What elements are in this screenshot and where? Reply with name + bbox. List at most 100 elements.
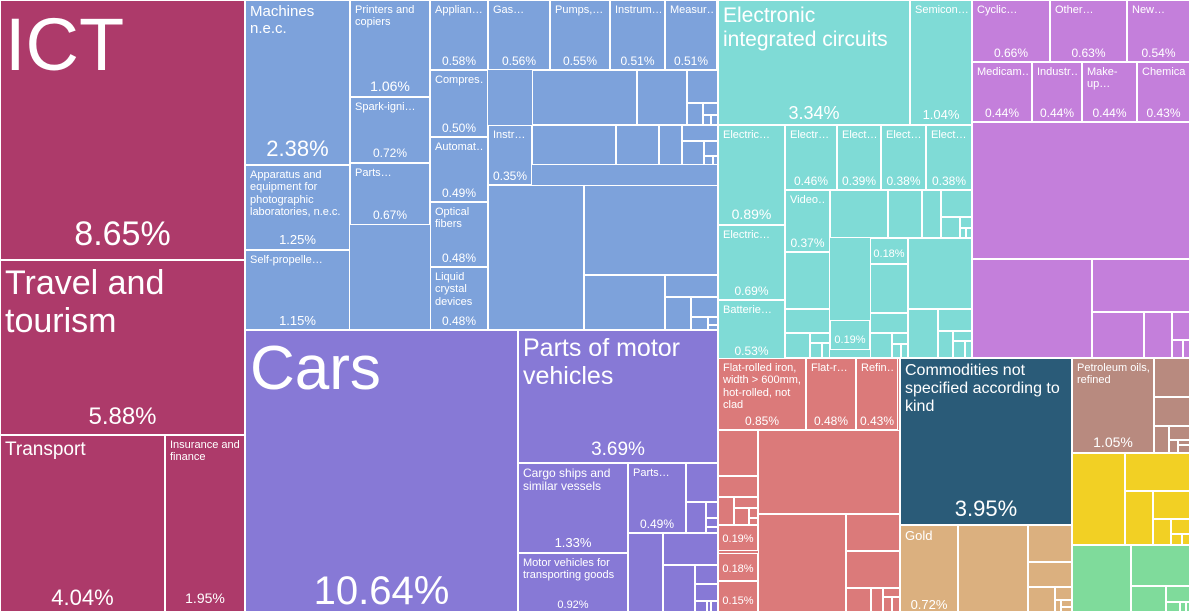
treemap-tile-video[interactable]: Video… 0.37% [785,190,830,252]
treemap-filler-transportation [695,584,718,601]
treemap-tile-chemica[interactable]: Chemica… 0.43% [1137,62,1190,122]
tile-label: Elect… [886,129,922,141]
treemap-tile-cargo-ships[interactable]: Cargo ships and similar vessels 1.33% [518,463,628,553]
treemap-tile-machines-nec[interactable]: Machines n.e.c. 2.38% [245,0,350,165]
treemap-tile-batteries[interactable]: Batterie… 0.53% [718,300,785,360]
treemap-tile-elec-018[interactable]: 0.18% [870,238,908,264]
treemap-tile-instr-small[interactable]: Instr… 0.35% [488,125,532,185]
treemap-filler-electronics [965,341,972,358]
treemap-tile-automat[interactable]: Automat… 0.49% [430,137,488,202]
treemap-filler-electronics [870,313,908,333]
treemap-filler-metals [883,588,900,597]
tile-value: 0.85% [744,414,780,428]
tile-label: Refin… [861,362,894,374]
treemap-filler-electronics [960,228,966,238]
treemap-tile-electr-c[interactable]: Electr… 0.46% [785,125,837,190]
tile-value: 0.19% [722,533,754,545]
treemap-tile-cyclic[interactable]: Cyclic… 0.66% [972,0,1050,62]
treemap-tile-motor-goods[interactable]: Motor vehicles for transporting goods 0.9… [518,553,628,612]
treemap-tile-self-propelled[interactable]: Self-propelle… 1.15% [245,250,350,330]
tile-value: 0.48% [813,414,849,428]
treemap-tile-petroleum[interactable]: Petroleum oils, refined 1.05% [1072,358,1154,453]
treemap-tile-spark-ignition[interactable]: Spark-igni… 0.72% [350,97,430,163]
treemap-filler-machines [682,141,704,165]
treemap-tile-elect-f[interactable]: Elect… 0.38% [926,125,972,190]
treemap-tile-ict[interactable]: ICT 8.65% [0,0,245,260]
treemap-tile-parts-small[interactable]: Parts… 0.49% [628,463,686,533]
treemap-tile-flat-rolled-600[interactable]: Flat-rolled iron, width > 600mm, hot-rol… [718,358,806,430]
treemap-filler-electronics [901,344,908,358]
treemap-filler-yellow [1171,534,1182,545]
treemap-tile-eic[interactable]: Electronic integrated circuits 3.34% [718,0,910,125]
treemap-tile-metal-015[interactable]: 0.15% [718,581,758,612]
treemap-filler-minerals [1154,358,1190,397]
treemap-tile-refin[interactable]: Refin… 0.43% [856,358,898,430]
tile-label: New… [1132,4,1166,16]
treemap-filler-chemicals [1092,259,1190,312]
treemap-filler-chemicals [1144,312,1172,358]
tile-label: Medicam… [977,66,1028,78]
treemap-filler-electronics [908,309,938,358]
treemap-tile-elect-e[interactable]: Elect… 0.38% [881,125,926,190]
tile-value: 0.49% [639,517,675,531]
treemap-filler-chemicals [972,122,1190,259]
treemap-tile-flat-r[interactable]: Flat-r… 0.48% [806,358,856,430]
treemap-tile-elec-019[interactable]: 0.19% [830,320,870,350]
treemap-tile-cars[interactable]: Cars 10.64% [245,330,518,612]
treemap-tile-metal-019[interactable]: 0.19% [718,525,758,551]
treemap-tile-instrum[interactable]: Instrum… 0.51% [610,0,665,70]
treemap-tile-metal-018[interactable]: 0.18% [718,553,758,581]
treemap-tile-pumps[interactable]: Pumps,… 0.55% [550,0,610,70]
tile-value: 0.43% [859,414,895,428]
tile-value: 0.89% [731,206,772,222]
tile-label: Other… [1055,4,1094,16]
treemap-tile-appliances[interactable]: Applian… 0.58% [430,0,488,70]
treemap-filler-transportation [686,502,706,533]
treemap-tile-optical-fibers[interactable]: Optical fibers 0.48% [430,202,488,267]
treemap-filler-machines [703,115,711,125]
tile-value: 0.48% [441,251,477,265]
treemap-tile-transport[interactable]: Transport 4.04% [0,435,165,612]
tile-value: 0.35% [492,169,528,183]
treemap-filler-green [1131,586,1166,612]
tile-label: Cyclic… [977,4,1018,16]
treemap-tile-industr[interactable]: Industr… 0.44% [1032,62,1082,122]
tile-label: Commodities not specified according to k… [905,362,1060,415]
tile-label: Self-propelle… [250,254,323,266]
treemap-tile-commodities[interactable]: Commodities not specified according to k… [900,358,1072,525]
treemap-filler-machines [659,125,682,165]
treemap-tile-insurance[interactable]: Insurance and finance 1.95% [165,435,245,612]
treemap-tile-other[interactable]: Other… 0.63% [1050,0,1127,62]
tile-label: Automat… [435,141,484,153]
treemap-filler-green [1186,602,1190,612]
treemap-tile-elect-d[interactable]: Elect… 0.39% [837,125,881,190]
treemap-tile-compress[interactable]: Compres… 0.50% [430,70,488,137]
treemap-tile-measur[interactable]: Measur… 0.51% [665,0,717,70]
treemap-filler-metals [846,514,900,551]
tile-value: 10.64% [313,569,450,612]
treemap-filler-machines [682,125,718,141]
treemap-tile-makeup[interactable]: Make-up… 0.44% [1082,62,1137,122]
treemap-tile-electric-b[interactable]: Electric… 0.69% [718,225,785,300]
treemap-filler-transportation [695,601,707,612]
treemap-tile-gas[interactable]: Gas… 0.56% [488,0,550,70]
tile-value: 1.33% [554,535,592,550]
treemap-tile-travel[interactable]: Travel and tourism 5.88% [0,260,245,435]
tile-label: Instr… [493,129,526,141]
treemap-filler-transportation [706,527,718,533]
treemap-tile-apparatus-photo[interactable]: Apparatus and equipment for photographic… [245,165,350,250]
treemap-tile-medicam[interactable]: Medicam… 0.44% [972,62,1032,122]
treemap-filler-metals [758,514,846,612]
treemap-tile-parts-mv[interactable]: Parts of motor vehicles 3.69% [518,330,718,463]
treemap-tile-new[interactable]: New… 0.54% [1127,0,1190,62]
treemap-tile-printers[interactable]: Printers and copiers 1.06% [350,0,430,97]
treemap-tile-gold[interactable]: Gold 0.72% [900,525,958,612]
treemap-tile-electric-a[interactable]: Electric… 0.89% [718,125,785,225]
treemap-tile-semicon[interactable]: Semicon… 1.04% [910,0,972,125]
treemap-tile-lcd[interactable]: Liquid crystal devices 0.48% [430,267,488,330]
tile-value: 1.04% [922,107,960,122]
tile-value: 0.44% [984,106,1020,120]
treemap-filler-machines [687,70,718,103]
treemap-tile-parts-mach[interactable]: Parts… 0.67% [350,163,430,225]
treemap-filler-electronics [830,190,888,238]
